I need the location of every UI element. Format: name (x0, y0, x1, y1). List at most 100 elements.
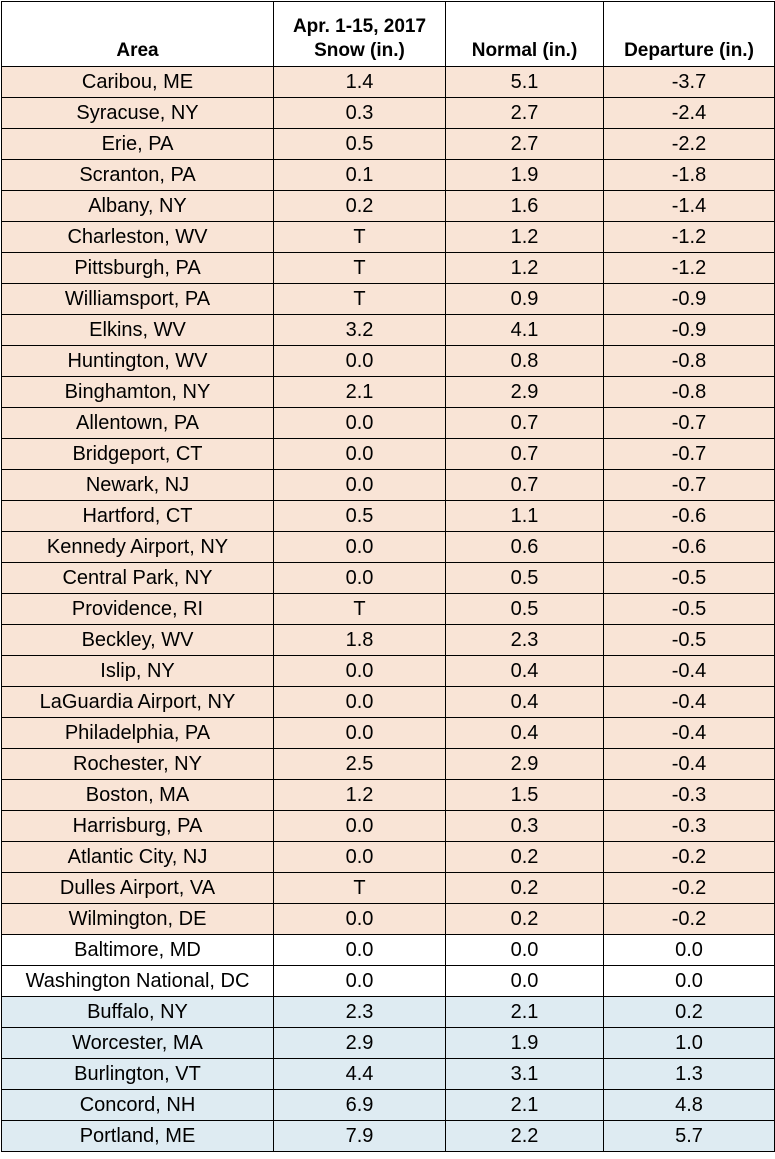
cell-area: Beckley, WV (1, 624, 274, 656)
cell-departure: -0.8 (603, 345, 775, 377)
cell-snow: T (273, 283, 446, 315)
cell-snow: 2.3 (273, 996, 446, 1028)
cell-normal: 2.9 (445, 376, 604, 408)
cell-area: Erie, PA (1, 128, 274, 160)
cell-normal: 0.5 (445, 562, 604, 594)
cell-departure: -0.7 (603, 469, 775, 501)
cell-normal: 0.5 (445, 593, 604, 625)
cell-area: Worcester, MA (1, 1027, 274, 1059)
cell-snow: 0.0 (273, 810, 446, 842)
cell-area: Syracuse, NY (1, 97, 274, 129)
cell-snow: 0.0 (273, 655, 446, 687)
cell-departure: -1.8 (603, 159, 775, 191)
cell-snow: 0.0 (273, 965, 446, 997)
cell-area: Concord, NH (1, 1089, 274, 1121)
cell-snow: 1.8 (273, 624, 446, 656)
cell-area: Elkins, WV (1, 314, 274, 346)
header-snow: Apr. 1-15, 2017 Snow (in.) (273, 1, 446, 67)
cell-departure: -1.2 (603, 221, 775, 253)
cell-departure: 0.0 (603, 965, 775, 997)
cell-area: Scranton, PA (1, 159, 274, 191)
cell-departure: -0.8 (603, 376, 775, 408)
cell-snow: 0.2 (273, 190, 446, 222)
cell-departure: -1.4 (603, 190, 775, 222)
cell-departure: -2.2 (603, 128, 775, 160)
table-row: Philadelphia, PA 0.0 0.4 -0.4 (1, 717, 775, 749)
cell-snow: 7.9 (273, 1120, 446, 1152)
cell-departure: -0.4 (603, 686, 775, 718)
cell-departure: -0.2 (603, 872, 775, 904)
cell-normal: 0.9 (445, 283, 604, 315)
cell-snow: 0.0 (273, 903, 446, 935)
cell-departure: -0.5 (603, 593, 775, 625)
cell-snow: 0.0 (273, 438, 446, 470)
cell-departure: -0.6 (603, 500, 775, 532)
cell-snow: T (273, 252, 446, 284)
cell-snow: 0.5 (273, 128, 446, 160)
cell-area: Portland, ME (1, 1120, 274, 1152)
cell-snow: 3.2 (273, 314, 446, 346)
cell-normal: 0.7 (445, 407, 604, 439)
cell-area: Washington National, DC (1, 965, 274, 997)
table-row: Williamsport, PA T 0.9 -0.9 (1, 283, 775, 315)
table-row: Huntington, WV 0.0 0.8 -0.8 (1, 345, 775, 377)
cell-departure: -0.4 (603, 655, 775, 687)
table-row: Providence, RI T 0.5 -0.5 (1, 593, 775, 625)
cell-normal: 1.6 (445, 190, 604, 222)
cell-snow: 0.0 (273, 531, 446, 563)
table-row: Caribou, ME 1.4 5.1 -3.7 (1, 66, 775, 98)
table-row: Charleston, WV T 1.2 -1.2 (1, 221, 775, 253)
cell-departure: -0.2 (603, 841, 775, 873)
cell-departure: -0.4 (603, 717, 775, 749)
cell-area: Buffalo, NY (1, 996, 274, 1028)
cell-departure: -0.5 (603, 562, 775, 594)
table-row: Newark, NJ 0.0 0.7 -0.7 (1, 469, 775, 501)
table-row: LaGuardia Airport, NY 0.0 0.4 -0.4 (1, 686, 775, 718)
table-body: Caribou, ME 1.4 5.1 -3.7 Syracuse, NY 0.3 2.7-… (1, 66, 775, 1152)
cell-departure: -0.5 (603, 624, 775, 656)
table-header-row: Area Apr. 1-15, 2017 Snow (in.) Normal (… (1, 1, 775, 67)
cell-departure: -0.7 (603, 438, 775, 470)
cell-normal: 0.0 (445, 965, 604, 997)
cell-snow: T (273, 872, 446, 904)
cell-normal: 1.1 (445, 500, 604, 532)
table-row: Worcester, MA 2.9 1.9 1.0 (1, 1027, 775, 1059)
table-row: Boston, MA 1.2 1.5 -0.3 (1, 779, 775, 811)
cell-area: Albany, NY (1, 190, 274, 222)
header-normal: Normal (in.) (445, 1, 604, 67)
table-row: Syracuse, NY 0.3 2.7 -2.4 (1, 97, 775, 129)
table-row: Concord, NH 6.9 2.1 4.8 (1, 1089, 775, 1121)
cell-area: Dulles Airport, VA (1, 872, 274, 904)
cell-normal: 0.7 (445, 469, 604, 501)
cell-normal: 0.6 (445, 531, 604, 563)
cell-snow: 0.1 (273, 159, 446, 191)
cell-area: Boston, MA (1, 779, 274, 811)
cell-area: Burlington, VT (1, 1058, 274, 1090)
cell-normal: 0.4 (445, 655, 604, 687)
cell-area: LaGuardia Airport, NY (1, 686, 274, 718)
cell-area: Baltimore, MD (1, 934, 274, 966)
cell-departure: 1.3 (603, 1058, 775, 1090)
cell-normal: 2.3 (445, 624, 604, 656)
cell-normal: 2.9 (445, 748, 604, 780)
cell-area: Philadelphia, PA (1, 717, 274, 749)
cell-area: Hartford, CT (1, 500, 274, 532)
table-row: Buffalo, NY 2.3 2.1 0.2 (1, 996, 775, 1028)
cell-normal: 1.2 (445, 221, 604, 253)
cell-area: Caribou, ME (1, 66, 274, 98)
table-row: Kennedy Airport, NY 0.0 0.6 -0.6 (1, 531, 775, 563)
cell-area: Islip, NY (1, 655, 274, 687)
cell-normal: 3.1 (445, 1058, 604, 1090)
cell-snow: 1.2 (273, 779, 446, 811)
cell-area: Newark, NJ (1, 469, 274, 501)
cell-snow: 0.0 (273, 841, 446, 873)
cell-snow: 0.5 (273, 500, 446, 532)
cell-normal: 2.1 (445, 1089, 604, 1121)
cell-snow: 0.0 (273, 469, 446, 501)
cell-departure: -0.9 (603, 314, 775, 346)
header-snow-unit: Snow (in.) (314, 40, 405, 61)
cell-snow: T (273, 221, 446, 253)
cell-departure: -0.7 (603, 407, 775, 439)
cell-area: Wilmington, DE (1, 903, 274, 935)
